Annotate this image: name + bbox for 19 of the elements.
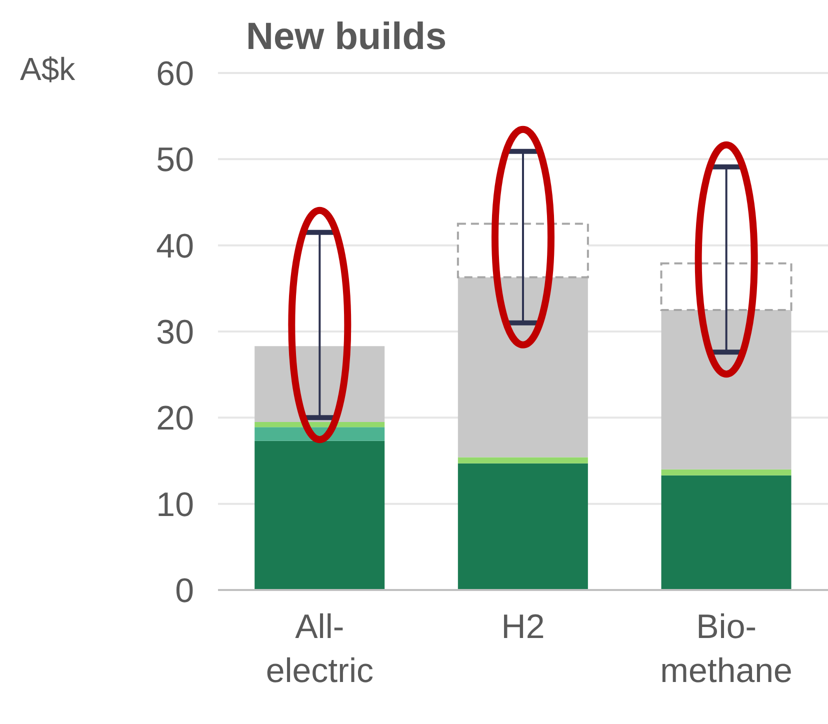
x-tick-label: H2 xyxy=(501,608,545,646)
y-tick-label: 30 xyxy=(156,314,194,352)
x-tick-label: All-electric xyxy=(266,608,374,690)
chart-title: New builds xyxy=(246,16,447,59)
y-tick-label: 50 xyxy=(156,141,194,180)
y-tick-label: 20 xyxy=(156,400,194,438)
x-tick-label: Bio-methane xyxy=(660,608,792,690)
y-axis-title: A$k xyxy=(20,51,76,88)
y-tick-label: 60 xyxy=(156,55,194,94)
bar xyxy=(458,463,588,590)
bar xyxy=(458,277,588,458)
bar xyxy=(661,475,792,590)
y-tick-label: 0 xyxy=(175,572,194,610)
bar xyxy=(458,457,588,464)
bar xyxy=(661,310,792,470)
bar xyxy=(254,440,385,590)
bar xyxy=(661,469,792,476)
y-tick-label: 10 xyxy=(156,486,194,524)
y-tick-label: 40 xyxy=(156,227,194,266)
